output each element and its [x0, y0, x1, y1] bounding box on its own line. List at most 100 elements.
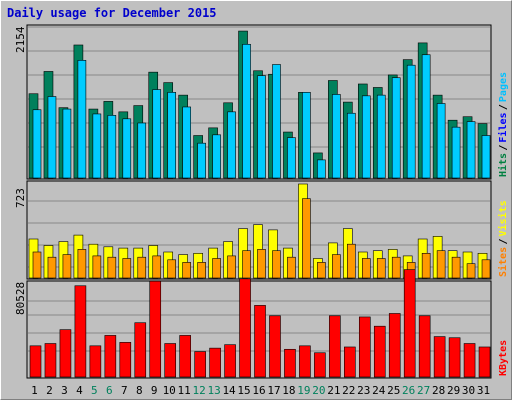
bar-sites-day-27 — [421, 252, 431, 279]
x-tick-label-day-20: 20 — [312, 384, 325, 397]
x-tick-label-day-23: 23 — [357, 384, 370, 397]
bar-kbytes-day-28 — [433, 336, 446, 378]
bar-sites-day-6 — [107, 256, 117, 279]
bar-files-day-10 — [167, 92, 177, 179]
bar-sites-day-31 — [481, 259, 491, 279]
x-tick-label-day-13: 13 — [207, 384, 220, 397]
bar-sites-day-21 — [332, 254, 341, 279]
bar-kbytes-day-31 — [478, 346, 491, 378]
x-tick-label-day-19: 19 — [297, 384, 310, 397]
bar-kbytes-day-24 — [373, 325, 386, 378]
x-tick-label-day-16: 16 — [252, 384, 265, 397]
x-tick-label-day-25: 25 — [387, 384, 400, 397]
legend-sites: Sites — [497, 247, 509, 277]
bar-sites-day-15 — [242, 250, 251, 279]
bar-files-day-5 — [92, 113, 102, 179]
bar-files-day-31 — [481, 135, 491, 179]
bar-files-day-29 — [451, 126, 461, 179]
bar-sites-day-25 — [391, 256, 401, 279]
x-tick-label-day-7: 7 — [121, 384, 128, 397]
bar-sites-day-8 — [137, 256, 147, 279]
bar-kbytes-day-3 — [59, 329, 72, 378]
ymax-label-visits: 723 — [14, 188, 27, 208]
bar-kbytes-day-20 — [314, 352, 326, 378]
bar-kbytes-day-10 — [164, 343, 177, 378]
x-tick-label-day-2: 2 — [46, 384, 53, 397]
bar-kbytes-day-2 — [44, 343, 57, 378]
bar-kbytes-day-9 — [149, 280, 162, 378]
bar-files-day-6 — [107, 115, 117, 179]
ymax-label-hits: 2154 — [14, 26, 27, 54]
bar-files-day-21 — [332, 94, 341, 179]
bar-kbytes-day-26 — [403, 269, 416, 378]
x-tick-label-day-29: 29 — [447, 384, 460, 397]
legend-visits: Visits — [497, 200, 509, 236]
bar-kbytes-day-22 — [344, 346, 356, 378]
bar-sites-day-17 — [272, 250, 281, 279]
bar-kbytes-day-4 — [74, 285, 87, 378]
x-tick-label-day-4: 4 — [76, 384, 83, 397]
bar-files-day-30 — [466, 121, 476, 179]
bar-files-day-24 — [376, 94, 386, 179]
legend-kbytes: KBytes — [498, 340, 509, 376]
x-tick-label-day-18: 18 — [282, 384, 295, 397]
x-tick-label-day-14: 14 — [222, 384, 236, 397]
x-tick-label-day-10: 10 — [163, 384, 176, 397]
x-tick-label-day-3: 3 — [61, 384, 68, 397]
bar-files-day-7 — [122, 118, 132, 179]
bar-files-day-28 — [436, 103, 446, 179]
x-tick-label-day-9: 9 — [151, 384, 158, 397]
bar-files-day-1 — [32, 109, 42, 179]
bar-files-day-18 — [287, 137, 296, 179]
bar-kbytes-day-17 — [269, 315, 281, 378]
bar-files-day-22 — [347, 112, 356, 179]
x-tick-label-day-24: 24 — [372, 384, 386, 397]
bar-kbytes-day-29 — [448, 337, 461, 378]
bar-files-day-23 — [361, 95, 371, 179]
bar-kbytes-day-1 — [29, 345, 42, 378]
bar-files-day-14 — [227, 111, 236, 179]
bar-kbytes-day-14 — [224, 344, 236, 378]
bar-sites-day-19 — [302, 198, 311, 279]
bar-sites-day-2 — [47, 256, 57, 279]
bar-sites-day-30 — [466, 263, 476, 279]
x-tick-label-day-6: 6 — [106, 384, 113, 397]
x-tick-label-day-22: 22 — [342, 384, 355, 397]
x-tick-label-day-12: 12 — [193, 384, 206, 397]
bar-files-day-17 — [272, 64, 281, 179]
bar-kbytes-day-5 — [89, 345, 102, 378]
legend-separator: / — [498, 104, 509, 110]
legend-files: Files — [497, 112, 509, 142]
bar-kbytes-day-30 — [463, 343, 476, 378]
bar-files-day-3 — [62, 108, 72, 179]
bar-kbytes-day-23 — [358, 316, 371, 378]
x-tick-label-day-1: 1 — [31, 384, 38, 397]
bar-kbytes-day-19 — [299, 345, 311, 378]
bar-files-day-25 — [391, 77, 401, 179]
bar-sites-day-29 — [451, 256, 461, 279]
bar-sites-day-24 — [376, 258, 386, 279]
bar-files-day-26 — [406, 64, 416, 179]
bar-kbytes-day-15 — [239, 278, 251, 378]
bar-files-day-20 — [317, 159, 326, 179]
bar-files-day-19 — [302, 92, 311, 179]
x-tick-label-day-11: 11 — [178, 384, 191, 397]
legend-separator: / — [498, 238, 509, 244]
bar-kbytes-day-12 — [194, 351, 206, 378]
bar-kbytes-day-18 — [284, 348, 296, 378]
bar-kbytes-day-6 — [104, 335, 117, 378]
chart-title: Daily usage for December 2015 — [7, 6, 217, 20]
bar-sites-day-12 — [197, 262, 206, 279]
bar-files-day-27 — [421, 54, 431, 179]
bar-files-day-11 — [182, 106, 191, 179]
x-tick-label-day-30: 30 — [462, 384, 475, 397]
x-tick-label-day-17: 17 — [267, 384, 280, 397]
x-tick-label-day-26: 26 — [402, 384, 415, 397]
bar-sites-day-7 — [122, 258, 132, 279]
bar-sites-day-16 — [257, 249, 266, 279]
x-tick-label-day-8: 8 — [136, 384, 143, 397]
bar-kbytes-day-27 — [418, 315, 431, 378]
bar-sites-day-22 — [347, 243, 356, 279]
bar-kbytes-day-21 — [329, 315, 341, 378]
